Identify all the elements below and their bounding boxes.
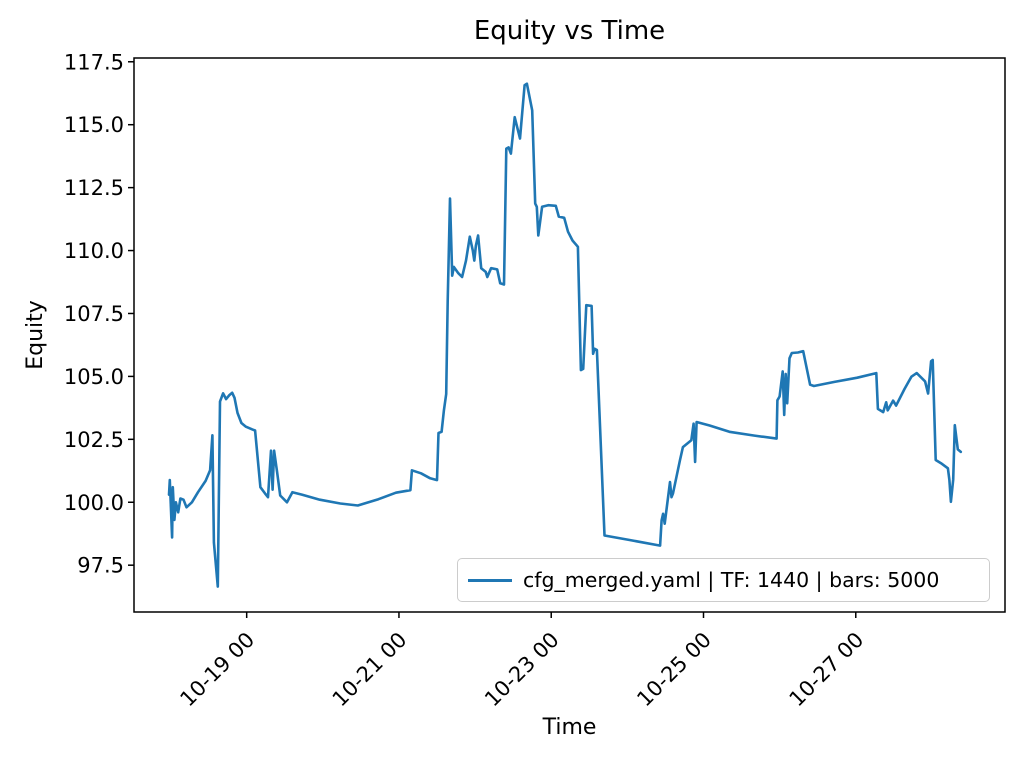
chart-title: Equity vs Time <box>473 16 666 46</box>
x-tick-label: 10-23 00 <box>480 628 564 712</box>
y-tick-label: 105.0 <box>64 365 124 389</box>
y-tick-label: 117.5 <box>64 50 124 74</box>
y-tick-label: 110.0 <box>64 239 124 263</box>
x-axis-label: Time <box>542 715 597 740</box>
axes-frame <box>133 57 1006 613</box>
y-tick-label: 112.5 <box>64 176 124 200</box>
legend-line-sample <box>468 578 512 582</box>
y-tick-label: 102.5 <box>64 428 124 452</box>
y-tick-label: 115.0 <box>64 113 124 137</box>
x-tick-label: 10-21 00 <box>328 628 412 712</box>
x-tick-label: 10-19 00 <box>175 628 259 712</box>
y-tick-label: 100.0 <box>64 491 124 515</box>
equity-line <box>167 82 963 588</box>
x-tick-label: 10-25 00 <box>632 628 716 712</box>
x-tick-label: 10-27 00 <box>785 628 869 712</box>
y-tick-label: 97.5 <box>77 554 124 578</box>
legend-label: cfg_merged.yaml | TF: 1440 | bars: 5000 <box>523 568 940 592</box>
y-tick-label: 107.5 <box>64 302 124 326</box>
legend: cfg_merged.yaml | TF: 1440 | bars: 5000 <box>457 558 990 602</box>
